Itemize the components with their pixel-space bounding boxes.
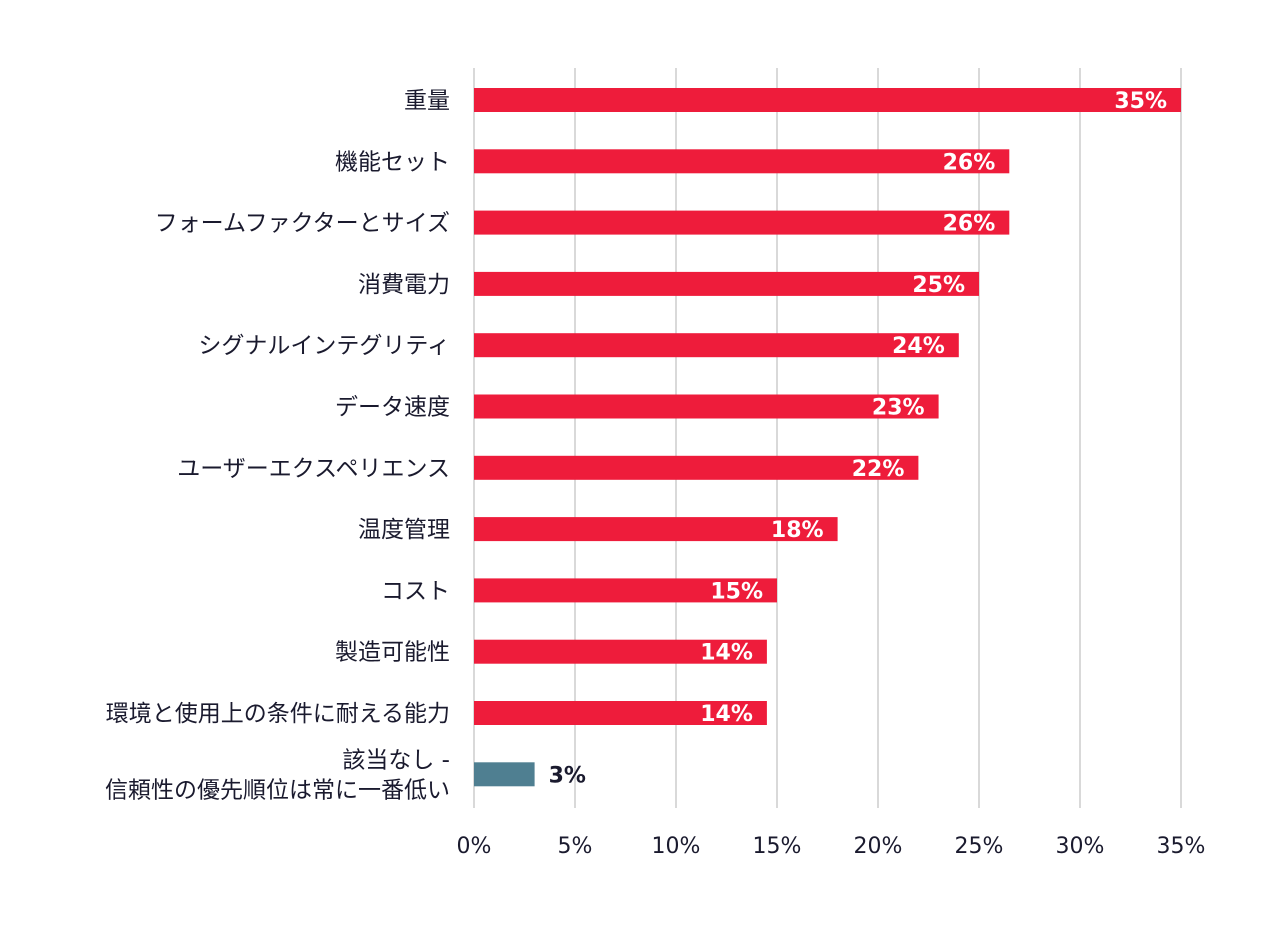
category-labels: 重量機能セットフォームファクターとサイズ消費電力シグナルインテグリティデータ速度… — [105, 88, 450, 803]
category-label-line: 製造可能性 — [335, 640, 450, 666]
category-label-line: 環境と使用上の条件に耐える能力 — [106, 701, 450, 727]
category-label: コスト — [381, 578, 450, 604]
bar — [474, 149, 1010, 174]
category-label-line: データ速度 — [335, 395, 450, 421]
x-tick-label: 15% — [753, 834, 802, 859]
x-axis-ticks: 0% 5% 10% 15% 20% 25% 30% 35% — [457, 834, 1206, 859]
data-label: 25% — [912, 273, 965, 298]
category-label-line: 信頼性の優先順位は常に一番低い — [105, 777, 450, 803]
x-tick-label: 10% — [652, 834, 701, 859]
category-label-line: シグナルインテグリティ — [198, 333, 450, 359]
category-label-line: 該当なし - — [342, 747, 450, 773]
data-label: 26% — [943, 150, 996, 175]
category-label-line: 重量 — [404, 88, 450, 114]
category-label: フォームファクターとサイズ — [155, 211, 450, 237]
data-label: 22% — [852, 457, 905, 482]
gridlines — [473, 68, 1182, 808]
bar — [474, 210, 1010, 235]
data-label: 14% — [700, 702, 753, 727]
data-label: 3% — [549, 763, 586, 788]
category-label: 温度管理 — [358, 517, 450, 543]
data-label: 24% — [892, 334, 945, 359]
category-label: 重量 — [404, 88, 450, 114]
x-tick-label: 25% — [955, 834, 1004, 859]
data-label: 23% — [872, 396, 925, 421]
bars: 35% 26% 26% 25% 24% 23% 22% 18% 15% 14% 14% 3% — [474, 88, 1181, 788]
category-label: 消費電力 — [358, 272, 450, 298]
category-label-line: 温度管理 — [358, 517, 450, 543]
category-label: データ速度 — [335, 395, 450, 421]
category-label-line: フォームファクターとサイズ — [155, 211, 450, 237]
data-label: 35% — [1114, 89, 1167, 114]
bar — [474, 333, 959, 358]
category-label: シグナルインテグリティ — [198, 333, 450, 359]
bar — [474, 701, 767, 725]
data-label: 26% — [943, 212, 996, 237]
category-label: 該当なし - 信頼性の優先順位は常に一番低い — [105, 747, 450, 803]
category-label-line: コスト — [381, 578, 450, 604]
category-label: 製造可能性 — [335, 640, 450, 666]
bar — [474, 271, 979, 296]
data-label: 14% — [700, 641, 753, 666]
x-tick-label: 35% — [1157, 834, 1206, 859]
data-label: 15% — [710, 579, 763, 604]
bar — [474, 455, 919, 480]
x-tick-label: 30% — [1056, 834, 1105, 859]
bar — [474, 517, 838, 542]
category-label: 環境と使用上の条件に耐える能力 — [106, 701, 450, 727]
x-tick-label: 20% — [854, 834, 903, 859]
bar — [474, 762, 535, 787]
bar — [474, 578, 777, 603]
category-label-line: 消費電力 — [358, 272, 450, 298]
category-label-line: 機能セット — [335, 149, 450, 175]
category-label-line: ユーザーエクスペリエンス — [177, 456, 450, 482]
data-label: 18% — [771, 518, 824, 543]
category-label: 機能セット — [335, 149, 450, 175]
x-tick-label: 0% — [457, 834, 492, 859]
bar — [474, 639, 767, 664]
bar — [474, 394, 939, 419]
category-label: ユーザーエクスペリエンス — [177, 456, 450, 482]
bar — [474, 88, 1181, 112]
x-tick-label: 5% — [558, 834, 593, 859]
